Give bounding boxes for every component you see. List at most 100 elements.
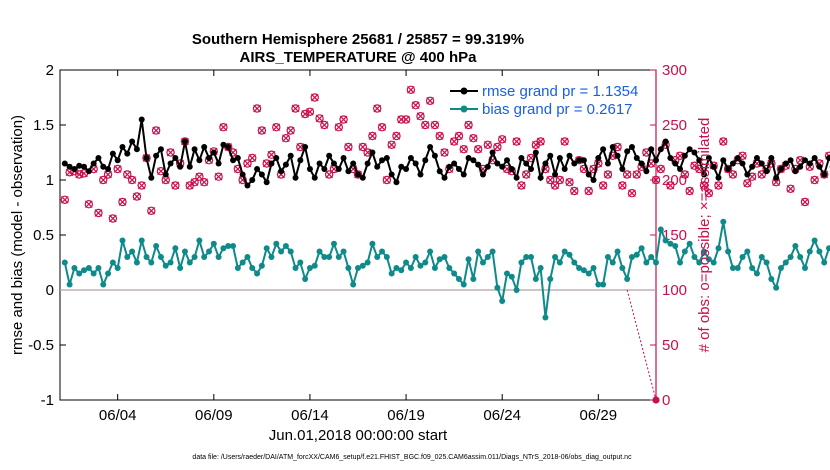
bias-series-point [249, 265, 256, 271]
rmse-series-point [196, 157, 203, 164]
rmse-series-point [561, 166, 568, 172]
rmse-series-point [302, 144, 309, 150]
bias-series-point [71, 265, 78, 271]
series-layer [60, 85, 830, 404]
rmse-series-point [109, 150, 116, 157]
bias-series-point [100, 281, 107, 288]
bias-series-point [619, 265, 626, 271]
rmse-series-point [494, 160, 501, 167]
rmse-series-point [129, 138, 136, 145]
bias-series-point [431, 265, 438, 271]
obs-count-point [257, 126, 267, 135]
bias-series-point [686, 240, 693, 247]
x-axis-label: Jun.01,2018 00:00:00 start [269, 427, 448, 444]
obs-count-point [272, 122, 281, 132]
rmse-series-point [105, 166, 112, 172]
bias-series-point [374, 254, 381, 260]
rmse-series-point [667, 155, 674, 161]
bias-series-point [561, 248, 568, 255]
rmse-series-point [677, 166, 684, 172]
bias-series-point [364, 259, 371, 266]
bias-series-point [186, 259, 193, 266]
rmse-series-point [422, 157, 429, 164]
rmse-series-point [806, 160, 813, 167]
rmse-series-point [691, 149, 698, 156]
obs-count-point [416, 111, 425, 121]
rmse-series-point [215, 160, 222, 167]
bias-series-point [556, 259, 563, 266]
obs-count-point [555, 175, 565, 185]
rmse-series-point [95, 155, 102, 161]
rmse-series-point [826, 155, 830, 161]
bias-series-point [729, 265, 736, 271]
rmse-series-point [734, 155, 741, 161]
rmse-series-point [258, 171, 265, 178]
rmse-series-point [85, 168, 92, 175]
obs-count-point [171, 181, 180, 190]
bias-series-point [777, 265, 784, 271]
bias-series-point [230, 243, 237, 249]
obs-count-point [728, 170, 738, 179]
bias-series-point [105, 270, 112, 277]
rmse-series-point [576, 157, 583, 164]
bias-series-point [85, 265, 92, 271]
rmse-series-point [81, 163, 88, 170]
rmse-series-point [330, 160, 337, 167]
rmse-series-point [686, 146, 693, 153]
obs-count-point [454, 131, 464, 141]
bias-series-point [806, 248, 813, 255]
obs-count-point [214, 172, 223, 181]
x-tick-label: 06/19 [387, 407, 425, 424]
rmse-series-point [186, 163, 193, 170]
rmse-series-point [672, 160, 679, 167]
rmse-series-point [148, 174, 155, 181]
bias-series-point [321, 254, 328, 260]
y-tick-label: -0.5 [28, 337, 54, 354]
rmse-series-point [162, 171, 169, 178]
bias-series-point [181, 248, 188, 255]
rmse-series-point [508, 166, 515, 172]
chart-title-line1: Southern Hemisphere 25681 / 25857 = 99.3… [192, 31, 524, 48]
obs-count-point [632, 170, 641, 179]
bias-series-point [345, 265, 352, 271]
obs-count-point [421, 120, 430, 130]
bias-series-point [547, 276, 554, 282]
bias-series-point [398, 267, 405, 274]
rmse-series-point [523, 160, 530, 167]
obs-count-point [281, 133, 291, 143]
bias-series-point [681, 248, 688, 255]
bias-series-point [446, 265, 453, 271]
bias-series-point [268, 254, 275, 260]
bias-series-point [648, 254, 655, 260]
rmse-series-point [499, 163, 506, 170]
rmse-series-point [653, 157, 659, 164]
bias-series-point [470, 276, 477, 282]
bias-series-point [576, 265, 583, 271]
rmse-series-point [119, 144, 126, 150]
rmse-series-point [710, 163, 717, 170]
obs-count-point [786, 184, 795, 193]
bias-series-point [451, 270, 458, 277]
obs-count-point [392, 131, 401, 141]
rmse-series-point [114, 157, 121, 164]
bias-series-point [234, 265, 241, 271]
obs-count-point [373, 104, 382, 113]
rmse-series-point [273, 155, 280, 161]
bias-series-point [306, 265, 313, 271]
y-tick-label: 0.5 [33, 227, 54, 244]
rmse-series-point [484, 163, 491, 170]
bias-series-point [355, 265, 361, 271]
rmse-series-point [614, 152, 621, 159]
obs-count-point [704, 188, 714, 198]
bias-series-point [734, 265, 741, 271]
rmse-series-point [225, 144, 232, 150]
obs-count-point [771, 177, 781, 187]
obs-count-point [127, 175, 137, 185]
rmse-series-point [311, 174, 318, 181]
bias-series-point [508, 273, 515, 280]
bias-series-point [225, 243, 232, 249]
bias-series-point [153, 243, 160, 249]
rmse-series-point [797, 163, 804, 170]
rmse-series-point [744, 171, 751, 178]
